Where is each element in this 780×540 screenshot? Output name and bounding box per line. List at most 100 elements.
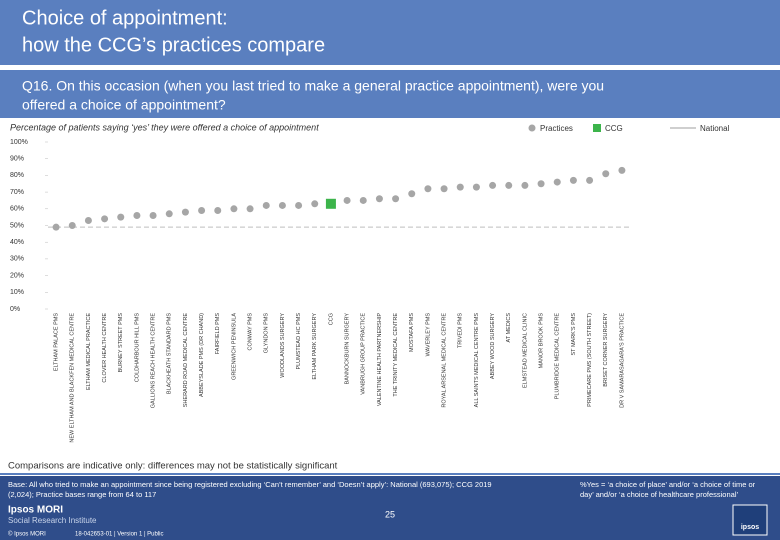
- y-tick-label: 70%: [10, 189, 24, 196]
- y-tick-label: 30%: [10, 256, 24, 263]
- question: Q16. On this occasion (when you last tri…: [22, 78, 604, 94]
- practice-dot: [52, 223, 60, 231]
- practice-dot: [68, 222, 76, 229]
- legend-label: National: [700, 124, 730, 133]
- practice-dot: [101, 215, 109, 223]
- copyright: © Ipsos MORI: [8, 531, 46, 538]
- title: Choice of appointment:: [22, 7, 228, 29]
- footer-bar: [0, 476, 780, 540]
- practice-dot: [117, 213, 125, 221]
- practice-dot: [521, 181, 529, 189]
- base: Base: All who tried to make an appointme…: [8, 480, 492, 489]
- practice-dot: [84, 216, 92, 224]
- practice-dot: [295, 201, 303, 209]
- practice-dot: [214, 206, 222, 214]
- x-tick-label: PRIMECARE PMS (SOUTH STREET): [587, 313, 593, 407]
- x-tick-label: ROYAL ARSENAL MEDICAL CENTRE: [442, 313, 448, 408]
- note: day’ and/or ‘a choice of healthcare prof…: [580, 490, 738, 499]
- practice-dot: [602, 170, 610, 178]
- practice-dot: [586, 176, 594, 184]
- practice-dot: [343, 196, 351, 204]
- practice-dot: [489, 181, 497, 189]
- y-tick-label: 60%: [10, 206, 24, 213]
- legend-marker: [593, 124, 601, 132]
- practice-dot: [149, 211, 157, 219]
- practice-dot: [181, 208, 189, 216]
- y-tick-label: 50%: [10, 222, 24, 229]
- practice-dot: [133, 211, 141, 219]
- x-tick-label: BURNEY STREET PMS: [118, 313, 124, 373]
- x-tick-label: ELTHAM MEDICAL PRACTICE: [86, 313, 92, 390]
- ccg-marker: [325, 198, 336, 209]
- practice-dot: [618, 166, 626, 174]
- x-tick-label: CCG: [328, 313, 334, 325]
- practice-dot: [246, 205, 254, 213]
- brand: Ipsos MORI: [8, 505, 63, 516]
- practice-dot: [408, 190, 416, 198]
- logo-text: ipsos: [741, 524, 759, 531]
- x-tick-label: VALENTINE HEALTH PARTNERSHIP: [377, 313, 383, 406]
- x-tick-label: GLYNDON PMS: [264, 313, 270, 354]
- x-tick-label: VANBRUGH GROUP PRACTICE: [361, 313, 367, 395]
- y-tick-label: 90%: [10, 156, 24, 163]
- x-tick-label: ELTHAM PALACE PMS: [54, 313, 60, 372]
- x-tick-label: DR V SAMARASAGARA'S PRACTICE: [619, 313, 625, 408]
- y-tick-label: 0%: [10, 306, 20, 313]
- practice-dot: [230, 205, 238, 213]
- x-tick-label: BLACKHEATH STANDARD PMS: [167, 313, 173, 394]
- practice-dot: [569, 176, 577, 184]
- practice-dot: [505, 181, 513, 189]
- x-tick-label: WOODLANDS SURGERY: [280, 313, 286, 378]
- legend-label: CCG: [605, 124, 623, 133]
- x-tick-label: SHERARD ROAD MEDICAL CENTRE: [183, 313, 189, 408]
- practice-dot: [278, 201, 286, 209]
- x-tick-label: WAVERLEY PMS: [425, 313, 431, 357]
- x-tick-label: ALL SAINTS MEDICAL CENTRE PMS: [474, 313, 480, 408]
- x-tick-label: ST MARK'S PMS: [571, 313, 577, 356]
- y-tick-label: 100%: [10, 139, 28, 146]
- legend-label: Practices: [540, 124, 573, 133]
- title: how the CCG’s practices compare: [22, 34, 325, 56]
- practice-dot: [311, 200, 319, 208]
- x-tick-label: BRISET CORNER SURGERY: [603, 313, 609, 387]
- x-tick-label: MOSTAFA PMS: [409, 313, 415, 352]
- x-tick-label: PLUMSTEAD HC PMS: [296, 313, 302, 370]
- y-tick-label: 40%: [10, 239, 24, 246]
- x-tick-label: AT MEDICS: [506, 313, 512, 343]
- x-tick-label: MANOR BROOK PMS: [539, 313, 545, 369]
- x-tick-label: GALLIONS REACH HEALTH CENTRE: [151, 313, 157, 409]
- practice-dot: [165, 210, 173, 218]
- practice-dot: [392, 195, 400, 203]
- x-tick-label: ABBEY WOOD SURGERY: [490, 313, 496, 379]
- x-tick-label: CONWAY PMS: [248, 313, 254, 351]
- practice-dot: [262, 201, 270, 209]
- y-tick-label: 20%: [10, 272, 24, 279]
- practice-dot: [424, 185, 432, 193]
- practice-dot: [553, 178, 561, 186]
- x-tick-label: ELMSTEAD MEDICAL CLINIC: [522, 313, 528, 388]
- practice-dot: [440, 185, 448, 193]
- x-tick-label: ABBEYSLADE PMS (DR CHAND): [199, 313, 205, 397]
- page-number: 25: [385, 509, 395, 519]
- x-tick-label: CLOVER HEALTH CENTRE: [102, 313, 108, 383]
- x-tick-label: NEW ELTHAM AND BLACKFEN MEDICAL CENTRE: [70, 313, 76, 443]
- legend-marker: [528, 124, 536, 132]
- title-bar: [0, 0, 780, 65]
- x-tick-label: GREENWICH PENINSULA: [231, 313, 237, 380]
- practice-dot: [375, 195, 383, 203]
- question: offered a choice of appointment?: [22, 97, 226, 113]
- job: 18-042653-01 | Version 1 | Public: [75, 532, 164, 538]
- unit: Social Research Institute: [8, 516, 97, 525]
- base: (2,024); Practice bases range from 64 to…: [8, 490, 156, 499]
- y-tick-label: 10%: [10, 289, 24, 296]
- caveat: Comparisons are indicative only: differe…: [8, 461, 338, 472]
- practice-dot: [359, 196, 367, 204]
- subtitle: Percentage of patients saying ‘yes’ they…: [10, 122, 319, 132]
- note: %Yes = ‘a choice of place’ and/or ‘a cho…: [580, 480, 756, 489]
- x-tick-label: ELTHAM PARK SURGERY: [312, 313, 318, 380]
- x-tick-label: TRIVEDI PMS: [458, 313, 464, 348]
- logo: [732, 504, 768, 536]
- y-tick-label: 80%: [10, 172, 24, 179]
- x-tick-label: FAIRFIELD PMS: [215, 313, 221, 355]
